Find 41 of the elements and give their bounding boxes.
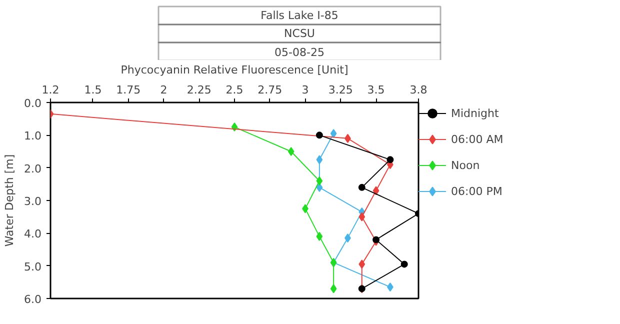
legend-label: 06:00 AM <box>451 132 504 146</box>
legend-label: Noon <box>451 158 481 172</box>
point <box>330 129 337 138</box>
point <box>316 232 323 241</box>
point <box>316 132 323 139</box>
x-tick-label: 3.5 <box>367 84 385 96</box>
y-tick-label: 2.0 <box>24 162 42 176</box>
x-tick-label: 2 <box>160 84 168 96</box>
x-tick-label: 3 <box>302 84 309 96</box>
y-tick-label: 1.0 <box>24 130 42 143</box>
y-tick-label: 6.0 <box>24 293 42 306</box>
point <box>386 156 394 164</box>
point <box>372 236 380 244</box>
point <box>358 184 366 191</box>
x-tick-label: 1.2 <box>42 84 60 96</box>
y-tick-label: 5.0 <box>24 260 42 274</box>
x-tick-label: 2.5 <box>226 84 244 96</box>
point <box>316 155 323 164</box>
x-tick-label: 3.8 <box>410 84 428 96</box>
y-axis-title: Water Depth [m] <box>3 154 16 247</box>
point <box>316 176 323 186</box>
legend-label: 06:00 PM <box>451 184 504 198</box>
chart-title: Falls Lake I-85 <box>260 9 338 22</box>
x-axis-title: Phycocyanin Relative Fluorescence [Unit] <box>120 64 348 76</box>
point <box>288 147 294 156</box>
point <box>358 260 366 269</box>
text: 05-08-25 <box>274 46 324 59</box>
x-tick-label: 2.75 <box>258 84 282 96</box>
y-tick-label: 3.0 <box>24 195 42 208</box>
y-tick-label: 0.0 <box>24 97 42 110</box>
point <box>358 212 366 222</box>
chart-subtitle: NCSU <box>284 27 315 40</box>
x-tick-label: 3.25 <box>328 84 353 96</box>
point <box>400 260 408 268</box>
point <box>330 284 337 294</box>
x-tick-label: 1.5 <box>84 84 102 96</box>
y-tick-label: 4.0 <box>24 228 42 241</box>
point <box>372 186 380 196</box>
x-tick-label: 1.75 <box>116 84 141 96</box>
legend-label: Midnight <box>451 106 500 120</box>
x-tick-label: 2.25 <box>186 84 212 96</box>
